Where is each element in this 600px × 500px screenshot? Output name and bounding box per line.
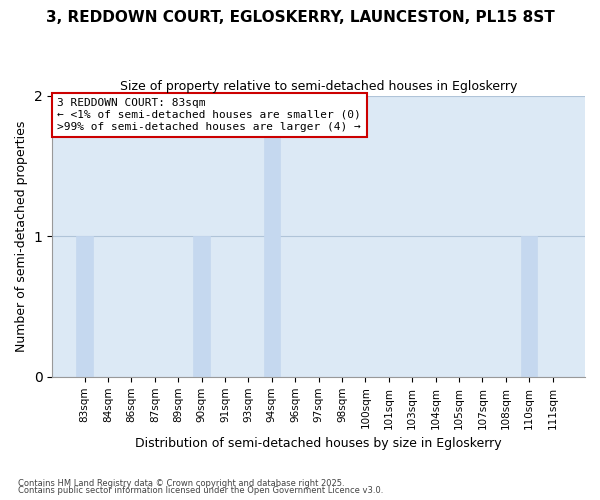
Text: Contains HM Land Registry data © Crown copyright and database right 2025.: Contains HM Land Registry data © Crown c… <box>18 478 344 488</box>
Bar <box>263 96 280 377</box>
Bar <box>521 236 538 377</box>
Text: 3 REDDOWN COURT: 83sqm
← <1% of semi-detached houses are smaller (0)
>99% of sem: 3 REDDOWN COURT: 83sqm ← <1% of semi-det… <box>58 98 361 132</box>
X-axis label: Distribution of semi-detached houses by size in Egloskerry: Distribution of semi-detached houses by … <box>135 437 502 450</box>
Bar <box>193 236 210 377</box>
Text: 3, REDDOWN COURT, EGLOSKERRY, LAUNCESTON, PL15 8ST: 3, REDDOWN COURT, EGLOSKERRY, LAUNCESTON… <box>46 10 554 25</box>
Text: Contains public sector information licensed under the Open Government Licence v3: Contains public sector information licen… <box>18 486 383 495</box>
Y-axis label: Number of semi-detached properties: Number of semi-detached properties <box>15 120 28 352</box>
Title: Size of property relative to semi-detached houses in Egloskerry: Size of property relative to semi-detach… <box>120 80 517 93</box>
Bar <box>76 236 93 377</box>
